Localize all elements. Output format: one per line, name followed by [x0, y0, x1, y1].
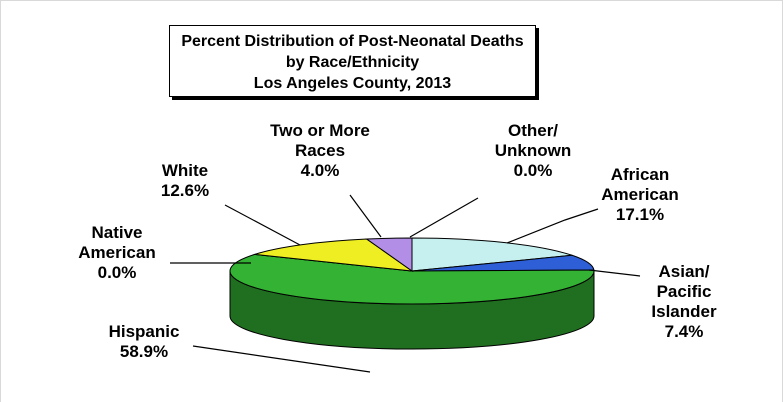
pie-slice-african-american: [411, 237, 573, 272]
slice-value-other-unknown: 0.0%: [514, 161, 553, 180]
pie-slice-white: [254, 238, 414, 272]
pie-slice-two-or-more-races: [365, 237, 413, 272]
leader-line-asian-pacific-islander: [588, 269, 641, 277]
slice-label-white: White: [162, 161, 208, 180]
slice-label-asian-pacific-islander: Asian/: [658, 262, 709, 281]
slice-label-other-unknown: Other/: [508, 121, 558, 140]
slice-value-native-american: 0.0%: [98, 263, 137, 282]
slice-label-african-american: American: [601, 185, 678, 204]
frame-border-left: [0, 0, 1, 402]
slice-label-asian-pacific-islander: Islander: [651, 302, 717, 321]
slice-value-two-or-more-races: 4.0%: [301, 161, 340, 180]
slice-label-two-or-more-races: Races: [295, 141, 345, 160]
leader-line-other-unknown: [409, 197, 479, 238]
chart-title-line-3: Los Angeles County, 2013: [253, 75, 452, 92]
leader-line-hispanic: [192, 345, 371, 373]
slice-label-native-american: Native: [91, 223, 142, 242]
leader-line-two-or-more-races: [349, 194, 382, 238]
pie-slice-hispanic: [229, 253, 595, 305]
slice-value-hispanic: 58.9%: [120, 342, 168, 361]
slice-label-native-american: American: [78, 243, 155, 262]
leader-line-white: [224, 204, 301, 246]
slice-label-other-unknown: Unknown: [495, 141, 572, 160]
chart-title: Percent Distribution of Post-Neonatal De…: [169, 25, 536, 97]
slice-value-white: 12.6%: [161, 181, 209, 200]
slice-value-asian-pacific-islander: 7.4%: [665, 322, 704, 341]
slice-value-african-american: 17.1%: [616, 205, 664, 224]
slice-label-asian-pacific-islander: Pacific: [657, 282, 712, 301]
slice-label-hispanic: Hispanic: [109, 322, 180, 341]
leader-line-african-american: [506, 208, 599, 244]
slice-label-two-or-more-races: Two or More: [270, 121, 370, 140]
chart-title-line-2: by Race/Ethnicity: [285, 54, 420, 71]
chart-title-line-1: Percent Distribution of Post-Neonatal De…: [181, 33, 524, 50]
slice-label-african-american: African: [611, 165, 670, 184]
frame-border-top: [0, 0, 783, 1]
